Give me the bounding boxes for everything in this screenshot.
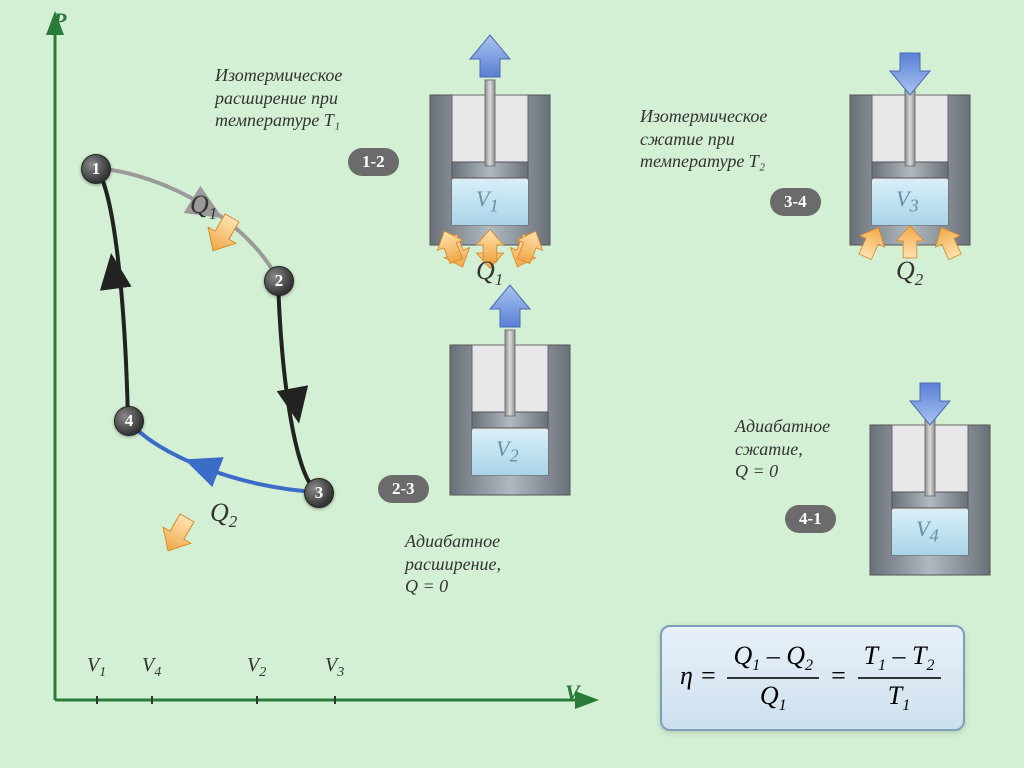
- piston-volume-label: V3: [896, 186, 919, 216]
- process-title: Адиабатноесжатие,Q = 0: [735, 415, 830, 483]
- piston-volume-label: V4: [916, 516, 939, 546]
- piston-heat-label: Q1: [476, 256, 503, 290]
- v-tick: V2: [247, 654, 266, 681]
- piston-volume-label: V2: [496, 436, 519, 466]
- piston-heat-label: Q2: [896, 256, 923, 290]
- heat-label: Q1: [190, 190, 217, 224]
- graph-node: 3: [304, 478, 334, 508]
- process-title: Адиабатноерасширение,Q = 0: [405, 530, 501, 598]
- v-tick: V1: [87, 654, 106, 681]
- v-axis-label: V: [565, 680, 580, 706]
- graph-node: 2: [264, 266, 294, 296]
- v-tick: V3: [325, 654, 344, 681]
- graph-node: 4: [114, 406, 144, 436]
- process-title: Изотермическоерасширение притемпературе …: [215, 64, 342, 132]
- piston-volume-label: V1: [476, 186, 499, 216]
- process-step-badge: 3-4: [770, 188, 821, 216]
- eta-symbol: η: [680, 661, 693, 690]
- heat-label: Q2: [210, 498, 237, 532]
- process-step-badge: 4-1: [785, 505, 836, 533]
- efficiency-formula: η = Q1 – Q2 Q1 = T1 – T2 T1: [660, 625, 965, 731]
- graph-node: 1: [81, 154, 111, 184]
- process-step-badge: 1-2: [348, 148, 399, 176]
- process-title: Изотермическоесжатие притемпературе T₂: [640, 105, 767, 173]
- process-step-badge: 2-3: [378, 475, 429, 503]
- p-axis-label: P: [53, 8, 66, 34]
- v-tick: V4: [142, 654, 161, 681]
